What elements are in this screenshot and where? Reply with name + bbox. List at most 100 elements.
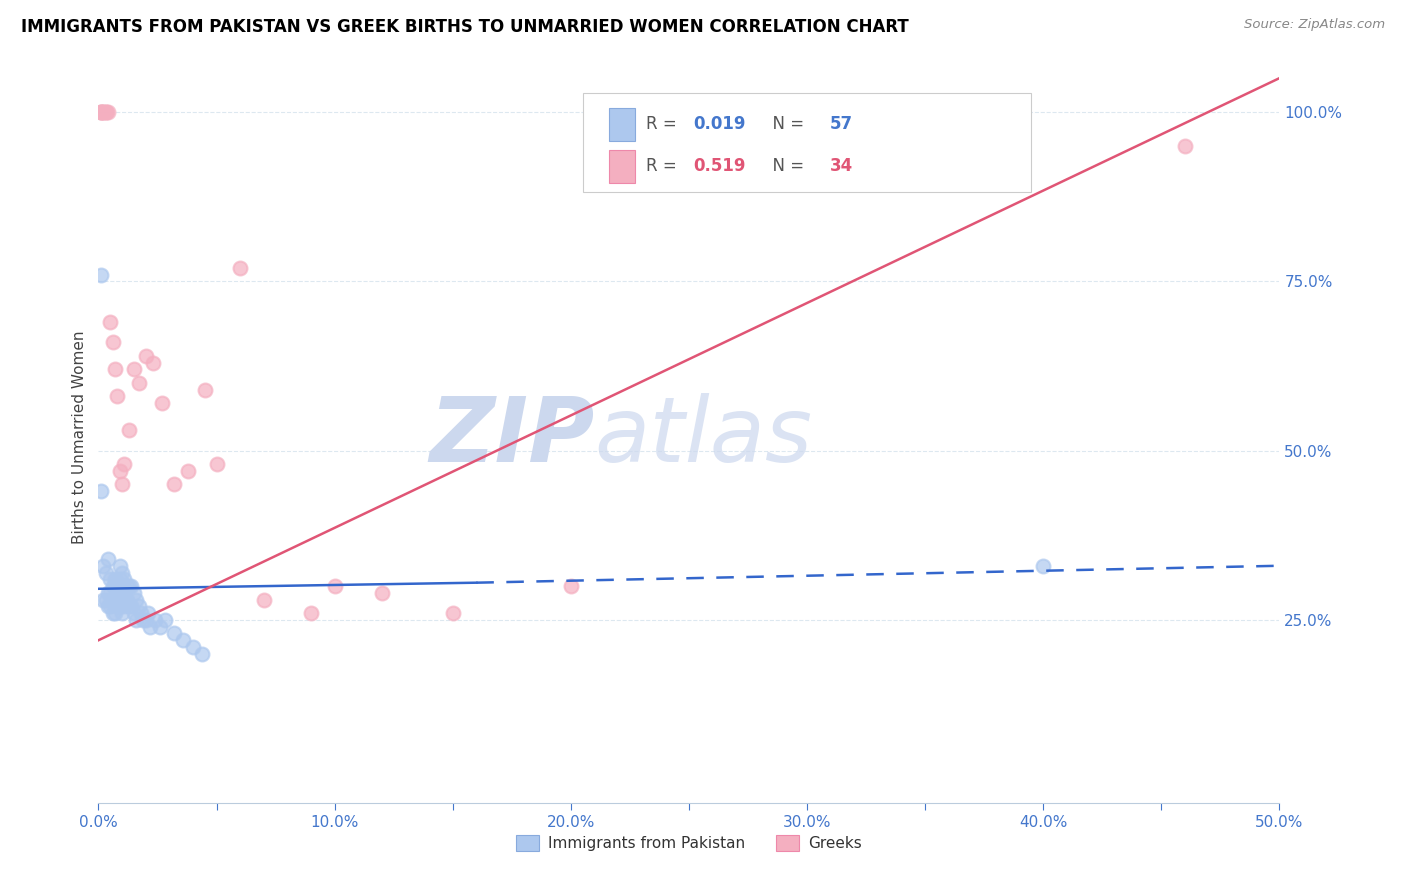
Point (97, 599, 120, 614)
Point (135, 613, 157, 627)
Point (191, 647, 214, 661)
Point (91, 592, 114, 607)
Point (112, 599, 135, 614)
Point (139, 620, 162, 634)
Point (108, 558, 131, 573)
Point (104, 606, 127, 620)
Text: atlas: atlas (595, 393, 813, 481)
Point (90, 484, 112, 499)
Point (323, 579, 346, 593)
Point (97, 105, 120, 120)
Text: ZIP: ZIP (429, 393, 595, 481)
Point (111, 566, 134, 580)
Point (132, 613, 155, 627)
Point (105, 586, 128, 600)
Point (142, 355, 165, 369)
Point (163, 477, 186, 491)
Point (149, 620, 172, 634)
Point (118, 423, 141, 437)
Point (125, 613, 148, 627)
Point (560, 579, 582, 593)
Point (150, 396, 173, 410)
Point (112, 457, 135, 471)
Text: 0.019: 0.019 (693, 115, 747, 133)
Point (984, 125, 1007, 139)
Point (105, 389, 128, 403)
Point (108, 464, 131, 478)
Point (129, 606, 152, 620)
Point (105, 579, 128, 593)
Point (125, 592, 148, 607)
Point (371, 586, 394, 600)
Point (136, 606, 159, 620)
Point (101, 606, 124, 620)
Point (122, 586, 145, 600)
Point (112, 586, 135, 600)
Point (91, 558, 114, 573)
Point (118, 599, 141, 614)
Point (98, 586, 121, 600)
Point (94, 566, 117, 580)
Point (90, 105, 112, 120)
Point (1032, 558, 1054, 573)
Text: 57: 57 (830, 115, 852, 133)
Text: N =: N = (762, 115, 810, 133)
Point (104, 592, 127, 607)
FancyBboxPatch shape (609, 150, 634, 183)
Point (97, 552, 120, 566)
Point (98, 599, 121, 614)
Point (253, 592, 276, 607)
Point (121, 579, 143, 593)
Legend: Immigrants from Pakistan, Greeks: Immigrants from Pakistan, Greeks (510, 830, 868, 857)
Point (128, 599, 150, 614)
Point (94, 592, 117, 607)
Point (111, 579, 134, 593)
Point (90, 268, 112, 282)
Point (194, 383, 217, 397)
Point (90, 105, 112, 120)
Point (97, 586, 120, 600)
Point (98, 572, 121, 586)
Point (108, 599, 131, 614)
Point (101, 335, 124, 350)
Point (112, 572, 135, 586)
Text: N =: N = (762, 157, 810, 175)
Point (98, 315, 121, 329)
Point (143, 613, 166, 627)
Point (299, 606, 322, 620)
Point (181, 640, 204, 654)
Text: 0.519: 0.519 (693, 157, 747, 175)
Point (128, 376, 150, 390)
Point (108, 586, 131, 600)
Point (105, 599, 128, 614)
Point (104, 579, 127, 593)
Text: IMMIGRANTS FROM PAKISTAN VS GREEK BIRTHS TO UNMARRIED WOMEN CORRELATION CHART: IMMIGRANTS FROM PAKISTAN VS GREEK BIRTHS… (21, 18, 908, 36)
FancyBboxPatch shape (609, 108, 634, 141)
Text: R =: R = (647, 157, 682, 175)
Y-axis label: Births to Unmarried Women: Births to Unmarried Women (72, 330, 87, 544)
Point (115, 592, 138, 607)
Point (101, 592, 124, 607)
Point (122, 362, 145, 376)
Point (94, 105, 117, 120)
Point (111, 606, 134, 620)
Point (111, 477, 134, 491)
Point (229, 260, 252, 275)
Point (122, 606, 145, 620)
Point (1174, 139, 1197, 153)
Point (172, 633, 194, 648)
Point (104, 572, 127, 586)
Point (94, 105, 117, 120)
Point (118, 579, 141, 593)
Text: Source: ZipAtlas.com: Source: ZipAtlas.com (1244, 18, 1385, 31)
Point (177, 464, 200, 478)
Point (91, 105, 114, 120)
Point (135, 349, 157, 363)
Point (90, 105, 112, 120)
Point (115, 579, 138, 593)
Point (104, 362, 127, 376)
Point (205, 457, 228, 471)
Point (441, 606, 464, 620)
Point (153, 613, 176, 627)
Point (111, 592, 134, 607)
